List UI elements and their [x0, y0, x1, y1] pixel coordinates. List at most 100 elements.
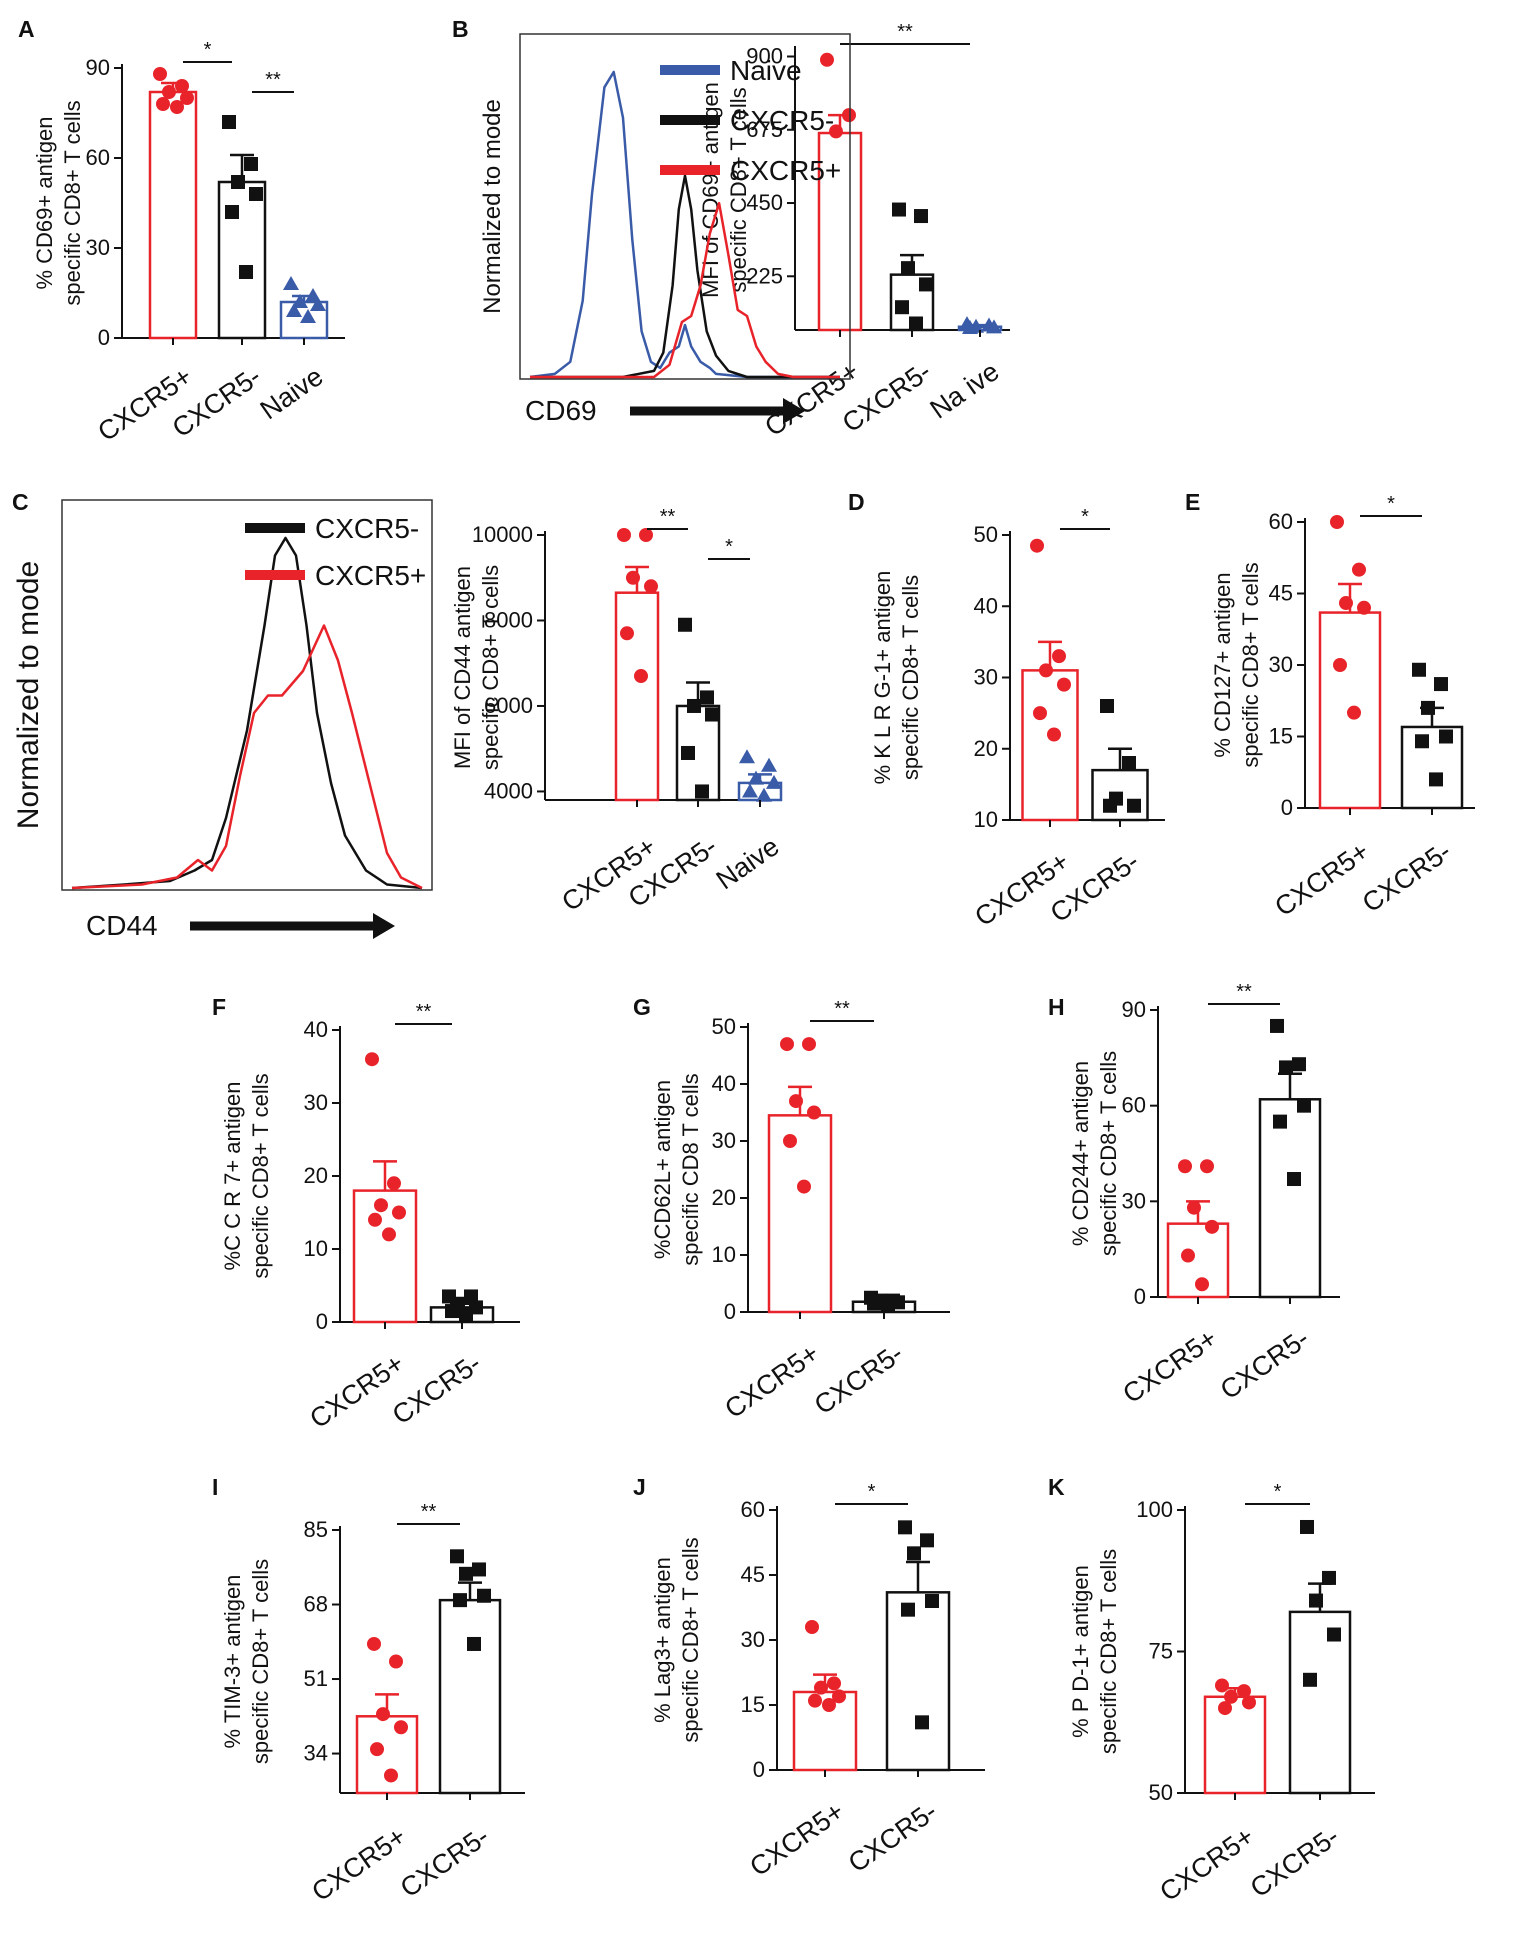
data-point-i-0	[384, 1768, 398, 1783]
y-tick-label-h: 90	[1122, 997, 1146, 1022]
data-point-b-2	[986, 319, 1002, 334]
data-point-e-0	[1330, 515, 1344, 529]
x-tick-label-f-1: CXCR5-	[387, 1348, 487, 1430]
data-point-c-2	[748, 770, 764, 785]
data-point-k-0	[1242, 1695, 1256, 1710]
data-point-i-1	[450, 1549, 464, 1564]
panel-label-k: K	[1048, 1474, 1065, 1500]
data-point-b-1	[919, 277, 933, 292]
y-tick-label-c: 4000	[484, 778, 533, 803]
significance-label-c: **	[660, 506, 676, 528]
y-tick-label-g: 0	[724, 1299, 736, 1324]
data-point-e-0	[1339, 596, 1353, 611]
data-point-b-0	[842, 108, 856, 123]
data-point-i-1	[472, 1562, 486, 1577]
data-point-a-2	[283, 276, 299, 290]
data-point-k-1	[1327, 1627, 1341, 1642]
x-tick-label-e-0: CXCR5+	[1269, 836, 1374, 922]
bar-i-1	[438, 1598, 502, 1795]
bar-i-0	[355, 1715, 419, 1795]
data-point-e-1	[1415, 734, 1429, 749]
y-tick-label-h: 30	[1122, 1188, 1146, 1213]
y-tick-label-e: 45	[1269, 581, 1293, 606]
data-point-e-1	[1412, 662, 1426, 677]
y-axis-label-i: specific CD8+ T cells	[248, 1559, 273, 1764]
x-tick-label-h-0: CXCR5+	[1117, 1323, 1222, 1409]
data-point-k-0	[1224, 1689, 1238, 1704]
data-point-a-1	[225, 205, 239, 219]
data-point-i-0	[376, 1707, 390, 1722]
data-point-b-2	[962, 320, 978, 335]
data-point-i-0	[389, 1654, 403, 1669]
panel-label-d: D	[848, 489, 865, 515]
data-point-d-0	[1057, 677, 1071, 692]
y-tick-label-h: 60	[1122, 1093, 1146, 1118]
y-axis-label-g: specific CD8 T cells	[678, 1073, 703, 1265]
y-tick-label-j: 45	[741, 1562, 765, 1587]
x-tick-label-j-0: CXCR5+	[744, 1796, 849, 1882]
y-tick-label-e: 0	[1281, 795, 1293, 820]
y-axis-label-j: specific CD8+ T cells	[678, 1537, 703, 1742]
y-tick-label-g: 50	[712, 1014, 736, 1039]
histogram-arrow-head-c-hist	[373, 913, 395, 939]
data-point-b-1	[892, 202, 906, 217]
y-axis-label-e: % CD127+ antigen	[1210, 572, 1235, 757]
x-tick-label-j-1: CXCR5-	[843, 1796, 943, 1878]
data-point-j-1	[925, 1594, 939, 1608]
y-tick-label-j: 30	[741, 1627, 765, 1652]
data-point-i-0	[367, 1636, 381, 1651]
y-tick-label-j: 15	[741, 1692, 765, 1717]
data-point-a-1	[239, 265, 253, 279]
y-tick-label-k: 100	[1136, 1497, 1173, 1522]
data-point-k-0	[1237, 1684, 1251, 1699]
x-tick-label-b-2: Na ive	[925, 356, 1005, 424]
y-axis-label-f: specific CD8+ T cells	[248, 1073, 273, 1278]
y-tick-label-e: 30	[1269, 652, 1293, 677]
data-point-h-1	[1270, 1018, 1284, 1033]
x-tick-label-k-1: CXCR5-	[1245, 1821, 1345, 1903]
y-tick-label-c: 10000	[472, 522, 533, 547]
significance-label-b: **	[897, 21, 913, 43]
data-point-j-0	[805, 1620, 819, 1634]
x-tick-label-i-0: CXCR5+	[306, 1821, 411, 1907]
data-point-g-0	[789, 1094, 803, 1109]
data-point-h-1	[1273, 1114, 1287, 1129]
x-tick-label-f-0: CXCR5+	[304, 1348, 409, 1434]
data-point-a-0	[156, 97, 170, 111]
histogram-x-label-b-hist: CD69	[525, 395, 597, 426]
significance-label-f: **	[416, 1001, 432, 1023]
y-tick-label-d: 50	[974, 522, 998, 547]
data-point-c-2	[761, 757, 777, 772]
y-tick-label-k: 75	[1149, 1639, 1173, 1664]
data-point-g-0	[780, 1037, 794, 1052]
panel-label-b: B	[452, 16, 469, 42]
y-tick-label-a: 30	[86, 235, 110, 260]
data-point-e-0	[1357, 600, 1371, 615]
significance-label-a: *	[204, 39, 212, 61]
data-point-j-1	[898, 1520, 912, 1535]
legend-label-cxcr5neg: CXCR5-	[315, 513, 419, 544]
x-tick-label-e-1: CXCR5-	[1357, 836, 1457, 918]
data-point-d-0	[1039, 663, 1053, 678]
histogram-curve-cxcr5pos	[71, 624, 423, 890]
bar-k-0	[1203, 1695, 1267, 1795]
legend-label-cxcr5neg: CXCR5-	[730, 105, 834, 136]
data-point-a-0	[153, 67, 167, 81]
y-axis-label-d: specific CD8+ T cells	[898, 575, 923, 780]
bar-h-1	[1258, 1098, 1322, 1299]
data-point-c-1	[681, 745, 695, 760]
y-tick-label-c: 8000	[484, 607, 533, 632]
histogram-x-label-c-hist: CD44	[86, 910, 158, 941]
x-tick-label-c-2: Naive	[711, 831, 785, 895]
histogram-y-label-b-hist: Normalized to mode	[479, 99, 506, 314]
y-tick-label-k: 50	[1149, 1780, 1173, 1805]
data-point-c-2	[766, 774, 782, 789]
y-tick-label-b: 675	[746, 117, 783, 142]
y-axis-label-d: % K L R G-1+ antigen	[870, 571, 895, 785]
y-tick-label-a: 60	[86, 145, 110, 170]
data-point-f-1	[464, 1289, 478, 1304]
y-tick-label-h: 0	[1134, 1284, 1146, 1309]
histogram-curve-cxcr5pos	[530, 201, 840, 379]
data-point-j-1	[920, 1533, 934, 1548]
data-point-a-0	[175, 79, 189, 93]
